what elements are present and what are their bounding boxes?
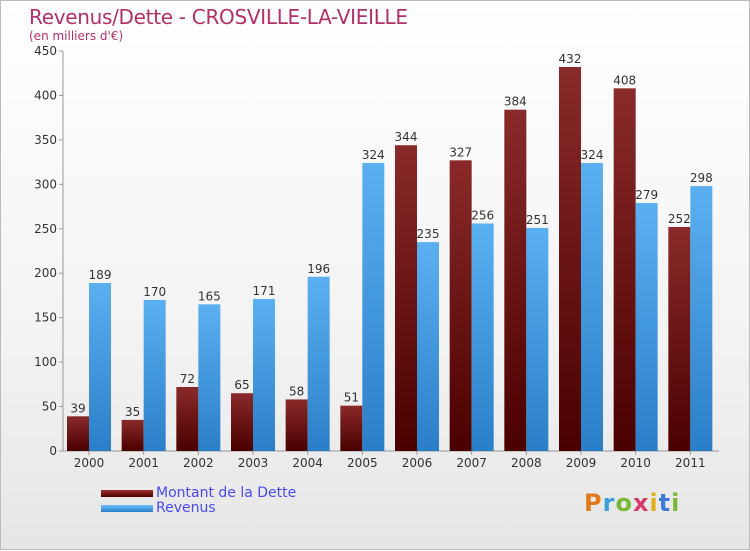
bar-revenus <box>635 203 658 451</box>
chart-title: Revenus/Dette - CROSVILLE-LA-VIEILLE <box>29 5 408 29</box>
bar-dette <box>559 67 581 451</box>
bar-revenus <box>253 299 275 451</box>
chart-subtitle: (en milliers d'€) <box>29 29 124 43</box>
y-tick-label: 400 <box>34 88 57 102</box>
x-tick-label: 2003 <box>238 456 269 470</box>
x-tick-label: 2007 <box>456 456 487 470</box>
data-label-revenus: 279 <box>635 188 658 202</box>
data-label-revenus: 324 <box>362 148 385 162</box>
bar-dette <box>340 405 363 451</box>
logo-letter: t <box>658 489 672 517</box>
bar-revenus <box>526 227 549 451</box>
data-label-dette: 58 <box>289 384 304 398</box>
x-tick-label: 2009 <box>566 456 597 470</box>
proxiti-logo: Proxiti <box>584 489 680 517</box>
x-tick-label: 2011 <box>675 456 706 470</box>
y-tick-label: 200 <box>34 266 57 280</box>
bar-dette <box>231 393 253 451</box>
data-label-dette: 408 <box>613 73 636 87</box>
y-tick-label: 250 <box>34 222 57 236</box>
legend-swatch-revenus <box>101 505 153 512</box>
x-tick-label: 2006 <box>402 456 433 470</box>
logo-letter: r <box>602 489 616 517</box>
legend-label-revenus: Revenus <box>156 500 216 516</box>
legend-label-dette: Montant de la Dette <box>156 485 297 501</box>
y-tick-label: 150 <box>34 311 57 325</box>
data-label-revenus: 165 <box>198 289 221 303</box>
data-label-revenus: 251 <box>526 213 549 227</box>
data-label-dette: 72 <box>180 372 195 386</box>
data-label-dette: 384 <box>504 95 527 109</box>
x-tick-label: 2005 <box>347 456 378 470</box>
data-label-revenus: 256 <box>471 208 494 222</box>
data-label-revenus: 298 <box>690 171 713 185</box>
data-label-dette: 65 <box>234 378 249 392</box>
data-label-dette: 432 <box>559 52 582 66</box>
logo-letter: x <box>632 489 650 517</box>
bar-dette <box>67 416 89 451</box>
y-tick-label: 50 <box>42 400 57 414</box>
y-tick-label: 350 <box>34 133 57 147</box>
data-label-revenus: 196 <box>307 262 330 276</box>
bar-revenus <box>417 242 439 451</box>
bar-revenus <box>471 223 494 451</box>
data-label-revenus: 235 <box>417 227 440 241</box>
data-label-revenus: 324 <box>581 148 604 162</box>
bar-revenus <box>690 186 713 451</box>
x-tick-label: 2008 <box>511 456 542 470</box>
logo-letter: i <box>671 489 681 517</box>
y-tick-label: 100 <box>34 355 57 369</box>
data-label-dette: 51 <box>344 391 359 405</box>
data-label-dette: 327 <box>449 145 472 159</box>
bar-revenus <box>198 304 221 451</box>
bar-dette <box>285 399 308 451</box>
data-label-revenus: 171 <box>253 284 276 298</box>
bar-dette <box>504 109 527 452</box>
x-tick-label: 2002 <box>183 456 214 470</box>
data-label-dette: 252 <box>668 212 691 226</box>
bar-dette <box>668 227 691 451</box>
y-tick-label: 450 <box>34 44 57 58</box>
y-tick-label: 0 <box>49 444 57 458</box>
data-label-dette: 39 <box>70 401 85 415</box>
bar-revenus <box>362 163 385 451</box>
bar-dette <box>176 387 199 451</box>
bar-revenus <box>143 299 166 451</box>
data-label-revenus: 189 <box>89 268 112 282</box>
legend-swatch-dette <box>101 490 153 497</box>
data-label-dette: 35 <box>125 405 140 419</box>
bar-dette <box>121 419 144 451</box>
data-label-revenus: 170 <box>143 285 166 299</box>
bar-revenus <box>581 163 603 451</box>
x-tick-label: 2004 <box>292 456 323 470</box>
x-tick-label: 2000 <box>74 456 105 470</box>
y-tick-label: 300 <box>34 177 57 191</box>
logo-letter: P <box>584 489 603 517</box>
bar-dette <box>613 88 636 451</box>
x-tick-label: 2001 <box>128 456 159 470</box>
logo-letter: i <box>649 489 659 517</box>
bar-dette <box>449 160 472 452</box>
bar-revenus <box>89 283 111 451</box>
data-label-dette: 344 <box>395 130 418 144</box>
x-tick-label: 2010 <box>620 456 651 470</box>
logo-letter: o <box>615 489 633 517</box>
bar-revenus <box>307 276 330 451</box>
bar-dette <box>395 145 417 451</box>
